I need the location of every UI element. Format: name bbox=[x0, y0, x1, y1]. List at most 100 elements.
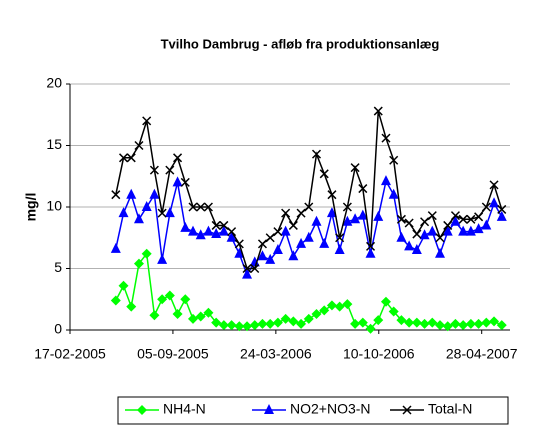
data-point bbox=[272, 317, 283, 328]
data-point bbox=[288, 316, 299, 327]
data-point bbox=[249, 320, 260, 331]
data-point bbox=[496, 320, 507, 331]
data-point bbox=[442, 321, 453, 332]
data-point bbox=[111, 190, 121, 200]
data-point bbox=[311, 215, 322, 226]
data-point bbox=[227, 227, 237, 237]
data-point bbox=[419, 229, 430, 240]
y-tick-label: 0 bbox=[54, 321, 62, 337]
data-point bbox=[272, 244, 283, 255]
data-point bbox=[265, 233, 275, 243]
data-point bbox=[180, 221, 191, 232]
data-point bbox=[380, 175, 391, 186]
data-point bbox=[172, 309, 183, 320]
data-point bbox=[172, 176, 183, 187]
data-point bbox=[164, 207, 175, 218]
data-point bbox=[473, 318, 484, 329]
data-point bbox=[134, 140, 144, 151]
data-point bbox=[311, 149, 322, 159]
data-point bbox=[365, 323, 376, 334]
data-point bbox=[142, 116, 152, 126]
data-point bbox=[234, 239, 244, 249]
data-point bbox=[296, 208, 306, 218]
data-point bbox=[280, 313, 291, 324]
data-point bbox=[481, 219, 492, 230]
data-point bbox=[250, 263, 260, 274]
data-point bbox=[187, 225, 198, 236]
data-point bbox=[419, 318, 430, 329]
x-tick-label: 05-09-2005 bbox=[137, 346, 209, 362]
data-point bbox=[427, 317, 438, 328]
data-point bbox=[257, 239, 267, 249]
data-point bbox=[443, 220, 453, 230]
data-point bbox=[465, 318, 476, 329]
data-point bbox=[373, 315, 384, 326]
x-tick-label: 24-03-2006 bbox=[240, 346, 312, 362]
data-point bbox=[211, 228, 222, 239]
data-point bbox=[450, 211, 460, 221]
data-point bbox=[164, 290, 175, 301]
data-point bbox=[196, 202, 206, 212]
data-point bbox=[157, 208, 167, 218]
data-point bbox=[226, 320, 237, 331]
data-point bbox=[389, 155, 399, 165]
data-point bbox=[126, 301, 137, 312]
data-point bbox=[411, 317, 422, 328]
y-tick-label: 10 bbox=[46, 198, 62, 214]
data-point bbox=[218, 225, 229, 236]
y-tick-label: 20 bbox=[46, 75, 62, 91]
data-point bbox=[435, 233, 445, 243]
data-point bbox=[373, 106, 383, 116]
x-tick-label: 17-02-2005 bbox=[34, 346, 106, 362]
data-point bbox=[358, 184, 368, 194]
data-point bbox=[412, 229, 422, 239]
data-point bbox=[319, 169, 329, 179]
data-point bbox=[187, 313, 198, 324]
data-point bbox=[311, 309, 322, 320]
data-point bbox=[195, 229, 206, 240]
data-point bbox=[242, 263, 252, 274]
data-point bbox=[466, 214, 476, 224]
data-point bbox=[180, 177, 190, 187]
data-point bbox=[326, 300, 337, 311]
data-point bbox=[149, 310, 160, 321]
data-point bbox=[335, 233, 345, 243]
data-point bbox=[396, 214, 406, 224]
data-point bbox=[234, 321, 245, 332]
data-point bbox=[388, 306, 399, 317]
y-tick-label: 15 bbox=[46, 136, 62, 152]
x-tick-label: 28-04-2007 bbox=[446, 346, 518, 362]
data-point bbox=[404, 218, 414, 228]
data-point bbox=[288, 220, 298, 230]
data-point bbox=[265, 318, 276, 329]
data-point bbox=[404, 240, 415, 251]
data-point bbox=[118, 280, 129, 291]
data-point bbox=[357, 317, 368, 328]
x-tick-label: 10-10-2006 bbox=[343, 346, 415, 362]
data-point bbox=[133, 213, 144, 224]
data-point bbox=[435, 320, 446, 331]
data-point bbox=[126, 188, 137, 199]
y-axis-label: mg/l bbox=[23, 193, 39, 222]
data-point bbox=[188, 202, 198, 212]
data-point bbox=[249, 256, 260, 267]
data-point bbox=[427, 211, 437, 221]
data-point bbox=[203, 225, 214, 236]
data-point bbox=[404, 317, 415, 328]
data-point bbox=[458, 225, 469, 236]
data-point bbox=[257, 318, 268, 329]
data-point bbox=[458, 214, 468, 224]
data-point bbox=[173, 153, 183, 163]
data-point bbox=[133, 258, 144, 269]
data-point bbox=[350, 163, 360, 173]
data-point bbox=[234, 247, 245, 258]
data-point bbox=[149, 165, 159, 175]
data-point bbox=[141, 248, 152, 259]
data-point bbox=[141, 201, 152, 211]
data-point bbox=[473, 223, 484, 234]
data-point bbox=[242, 321, 253, 332]
legend-label: Total-N bbox=[428, 401, 472, 417]
chart-title: Tvilho Dambrug - afløb fra produktionsan… bbox=[161, 36, 440, 51]
data-point bbox=[303, 231, 314, 242]
